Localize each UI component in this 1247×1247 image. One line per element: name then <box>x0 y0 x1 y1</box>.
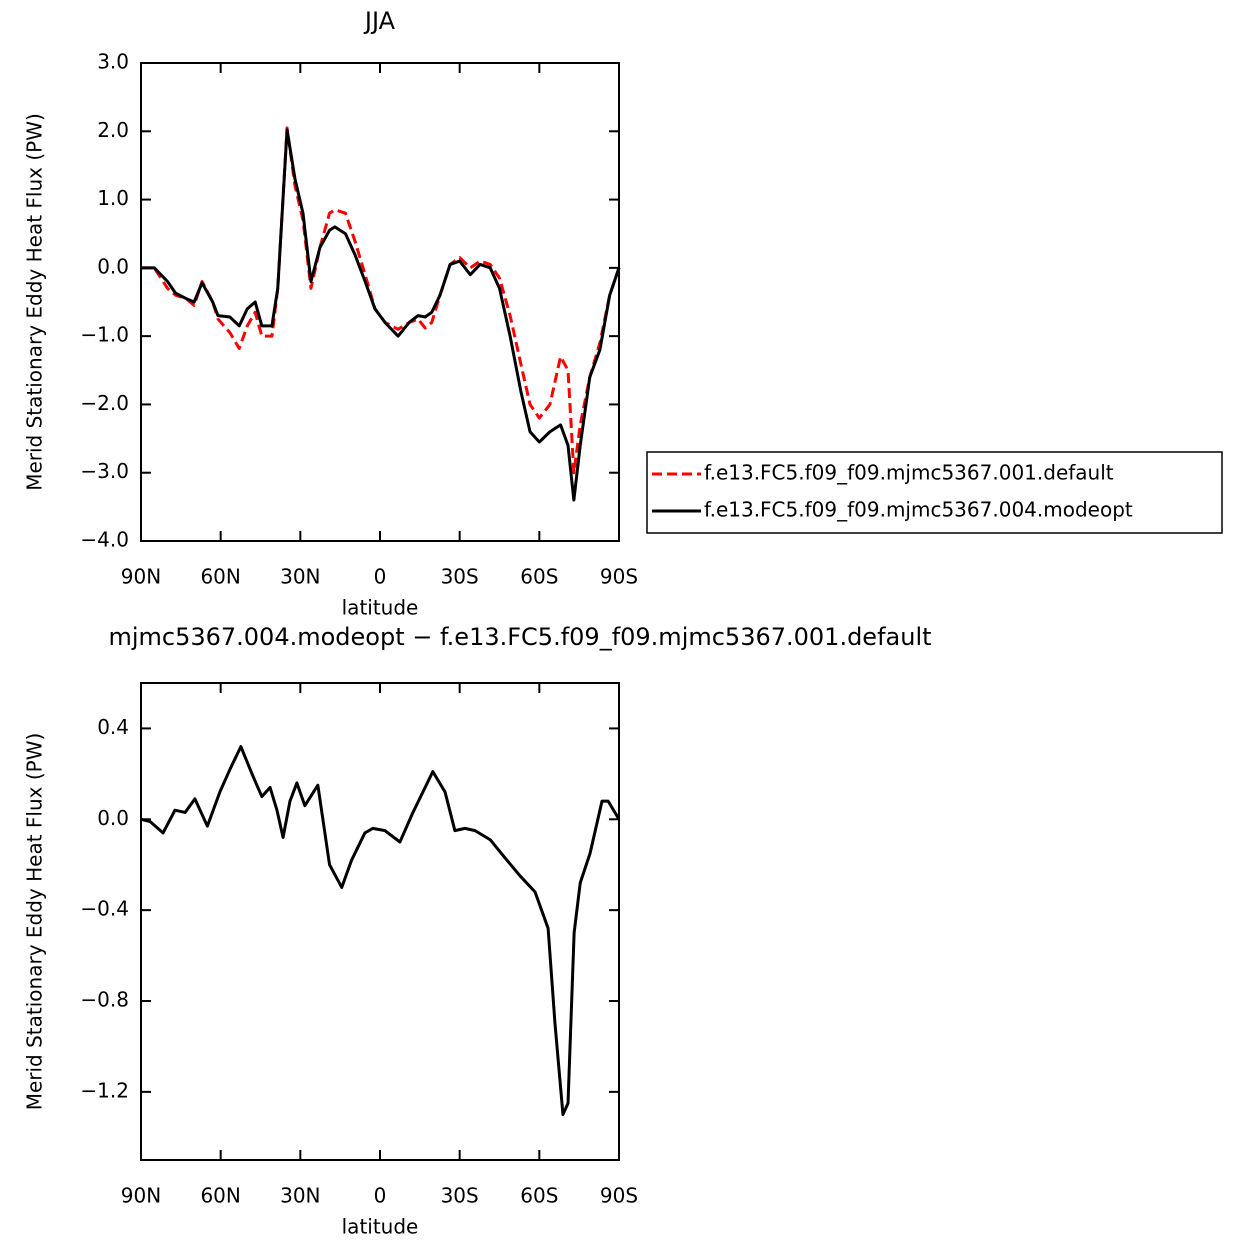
y-tick-label: −3.0 <box>80 459 129 483</box>
legend-label: f.e13.FC5.f09_f09.mjmc5367.004.modeopt <box>704 498 1133 522</box>
y-axis-label: Merid Stationary Eddy Heat Flux (PW) <box>23 733 47 1111</box>
chart-title: JJA <box>363 7 396 35</box>
x-tick-label: 60N <box>200 1184 240 1208</box>
legend-box <box>646 451 1223 534</box>
x-tick-label: 30N <box>280 1184 320 1208</box>
y-tick-label: 3.0 <box>97 50 129 74</box>
legend-label: f.e13.FC5.f09_f09.mjmc5367.001.default <box>704 461 1114 485</box>
y-tick-label: 0.0 <box>97 254 129 278</box>
x-tick-label: 90S <box>600 1184 638 1208</box>
x-axis-label: latitude <box>342 596 419 620</box>
chart-title: mjmc5367.004.modeopt − f.e13.FC5.f09_f09… <box>108 623 931 651</box>
x-tick-label: 30N <box>280 565 320 589</box>
x-tick-label: 90N <box>121 565 161 589</box>
y-tick-label: −1.0 <box>80 323 129 347</box>
x-tick-label: 30S <box>441 1184 479 1208</box>
y-tick-label: 2.0 <box>97 118 129 142</box>
y-tick-label: 1.0 <box>97 186 129 210</box>
plot-frame <box>140 62 620 542</box>
y-tick-label: −1.2 <box>80 1078 129 1102</box>
y-tick-label: −4.0 <box>80 528 129 552</box>
plot-frame <box>140 682 620 1161</box>
y-tick-label: 0.0 <box>97 806 129 830</box>
x-tick-label: 30S <box>441 565 479 589</box>
data-line <box>141 128 621 502</box>
y-tick-label: −2.0 <box>80 391 129 415</box>
x-tick-label: 0 <box>374 1184 387 1208</box>
y-tick-label: −0.4 <box>80 897 129 921</box>
x-tick-label: 90N <box>121 1184 161 1208</box>
x-tick-label: 0 <box>374 565 387 589</box>
y-axis-label: Merid Stationary Eddy Heat Flux (PW) <box>23 113 47 491</box>
x-axis-label: latitude <box>342 1215 419 1239</box>
y-tick-label: −0.8 <box>80 988 129 1012</box>
x-tick-label: 90S <box>600 565 638 589</box>
data-line <box>140 745 621 1117</box>
x-tick-label: 60S <box>520 1184 558 1208</box>
x-tick-label: 60S <box>520 565 558 589</box>
x-tick-label: 60N <box>200 565 240 589</box>
y-tick-label: 0.4 <box>97 715 129 739</box>
